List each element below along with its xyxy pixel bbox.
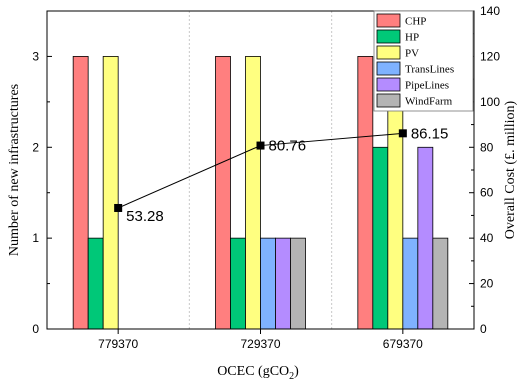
- legend-label-translines: TransLines: [405, 64, 454, 76]
- x-axis-ticks: 779370 729370 679370: [98, 329, 423, 351]
- bars: [72, 56, 449, 330]
- group-separators: [188, 11, 333, 329]
- right-axis-ticks: 0 20 40 60 80 100 120 140: [469, 4, 500, 336]
- legend-swatch-chp: [376, 13, 401, 28]
- cost-data-label: 53.28: [126, 208, 164, 225]
- legend: CHP HP PV TransLines PipeLines WindFarm: [373, 10, 474, 112]
- x-axis-title-subscript: 2: [289, 371, 294, 382]
- right-tick-label: 20: [480, 277, 494, 291]
- bar-pipelines-679370: [417, 146, 434, 330]
- cost-point-marker: [114, 203, 123, 212]
- bar-hp-779370: [87, 237, 104, 330]
- right-tick-label: 100: [480, 95, 500, 109]
- bar-translines-679370: [402, 237, 419, 330]
- cost-point-marker: [398, 129, 407, 138]
- right-tick-label: 40: [480, 231, 494, 245]
- x-tick-label: 729370: [240, 337, 280, 351]
- legend-label-windfarm: WindFarm: [405, 96, 453, 108]
- right-tick-label: 140: [480, 4, 500, 18]
- left-tick-label: 1: [32, 231, 39, 245]
- legend-label-pv: PV: [405, 48, 419, 60]
- cost-data-label: 80.76: [269, 138, 307, 155]
- right-tick-label: 0: [480, 322, 487, 336]
- legend-label-chp: CHP: [405, 16, 426, 28]
- legend-swatch-hp: [376, 29, 401, 44]
- x-tick-label: 679370: [383, 337, 423, 351]
- legend-swatch-pipelines: [376, 77, 401, 92]
- left-axis-ticks: 0 1 2 3: [32, 49, 52, 336]
- bar-pv-729370: [245, 56, 261, 330]
- legend-swatch-translines: [376, 61, 401, 76]
- bar-chp-679370: [357, 56, 374, 330]
- x-axis-title: OCEC (gCO2): [217, 364, 299, 382]
- left-tick-label: 0: [32, 322, 39, 336]
- right-tick-label: 80: [480, 140, 494, 154]
- bar-windfarm-729370: [290, 237, 306, 330]
- cost-line: 53.28 80.76 86.15: [114, 125, 448, 225]
- bar-translines-729370: [260, 237, 276, 330]
- cost-point-marker: [256, 141, 265, 150]
- bar-pipelines-729370: [275, 237, 291, 330]
- x-tick-label: 779370: [98, 337, 138, 351]
- bar-pv-779370: [102, 56, 119, 330]
- cost-data-label: 86.15: [411, 125, 449, 142]
- right-tick-label: 60: [480, 186, 494, 200]
- legend-swatch-windfarm: [376, 93, 401, 108]
- bar-chp-729370: [215, 56, 231, 330]
- right-tick-label: 120: [480, 49, 500, 63]
- bar-windfarm-679370: [432, 237, 449, 330]
- bar-hp-679370: [372, 146, 389, 330]
- legend-label-hp: HP: [405, 32, 419, 44]
- y-axis-title: Number of new infrastructures: [7, 84, 22, 256]
- y2-axis-title: Overall Cost (£. million): [503, 100, 518, 239]
- left-tick-label: 3: [32, 49, 39, 63]
- legend-label-pipelines: PipeLines: [405, 80, 449, 92]
- legend-swatch-pv: [376, 45, 401, 60]
- bar-chp-779370: [72, 56, 89, 330]
- left-tick-label: 2: [32, 140, 39, 154]
- bar-hp-729370: [230, 237, 246, 330]
- legend-box: [373, 10, 474, 112]
